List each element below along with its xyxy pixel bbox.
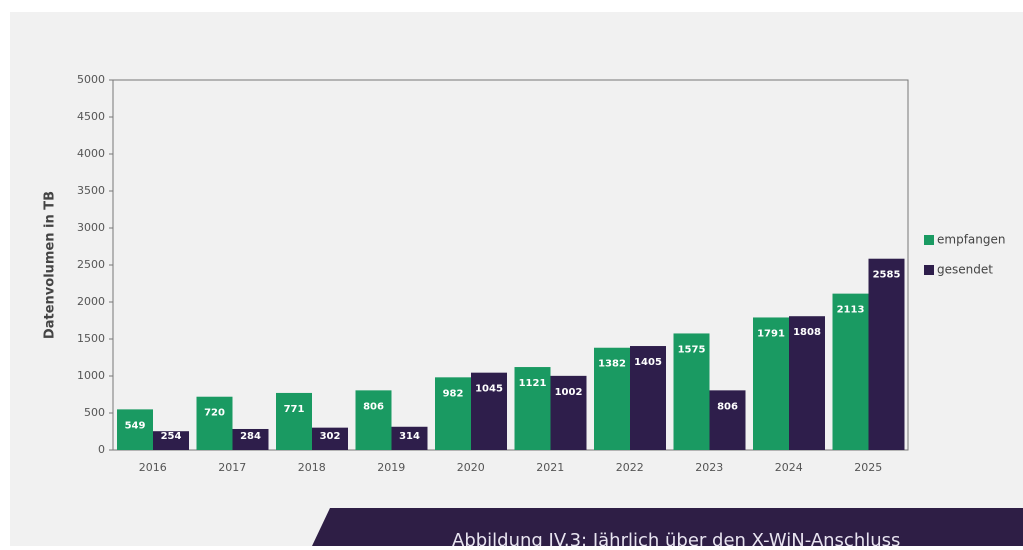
bar bbox=[514, 367, 551, 450]
value-label: 1405 bbox=[634, 357, 662, 368]
y-tick-label: 3500 bbox=[77, 184, 105, 197]
value-label: 549 bbox=[125, 420, 146, 431]
value-label: 1045 bbox=[475, 384, 503, 395]
value-label: 982 bbox=[443, 388, 464, 399]
bar bbox=[391, 426, 428, 450]
y-tick-label: 0 bbox=[98, 443, 105, 456]
bar bbox=[753, 317, 789, 450]
value-label: 1121 bbox=[519, 378, 547, 389]
bar bbox=[709, 390, 746, 450]
value-label: 302 bbox=[320, 431, 341, 442]
caption-banner bbox=[312, 508, 1023, 546]
x-tick-label: 2017 bbox=[218, 461, 246, 474]
x-tick-label: 2020 bbox=[457, 461, 485, 474]
value-label: 284 bbox=[240, 431, 261, 442]
bar bbox=[435, 377, 471, 450]
value-label: 771 bbox=[284, 404, 305, 415]
legend-label: gesendet bbox=[937, 263, 993, 277]
x-tick-label: 2023 bbox=[695, 461, 723, 474]
x-tick-label: 2022 bbox=[616, 461, 644, 474]
value-label: 806 bbox=[717, 401, 738, 412]
x-tick-label: 2019 bbox=[377, 461, 405, 474]
y-tick-label: 500 bbox=[84, 406, 105, 419]
legend-label: empfangen bbox=[937, 233, 1005, 247]
value-label: 314 bbox=[399, 431, 420, 442]
y-tick-label: 5000 bbox=[77, 73, 105, 86]
value-label: 2113 bbox=[837, 305, 865, 316]
bar bbox=[832, 293, 869, 450]
x-tick-label: 2025 bbox=[854, 461, 882, 474]
bar bbox=[355, 390, 392, 450]
y-tick-label: 1500 bbox=[77, 332, 105, 345]
y-axis-label: Datenvolumen in TB bbox=[43, 191, 58, 339]
bar bbox=[594, 347, 630, 450]
x-tick-label: 2018 bbox=[298, 461, 326, 474]
value-label: 1002 bbox=[555, 387, 583, 398]
value-label: 1791 bbox=[757, 328, 785, 339]
x-tick-label: 2016 bbox=[139, 461, 167, 474]
bar bbox=[196, 396, 233, 450]
value-label: 1382 bbox=[598, 359, 626, 370]
y-tick-label: 4500 bbox=[77, 110, 105, 123]
y-tick-label: 4000 bbox=[77, 147, 105, 160]
y-tick-label: 1000 bbox=[77, 369, 105, 382]
y-tick-label: 3000 bbox=[77, 221, 105, 234]
y-tick-label: 2500 bbox=[77, 258, 105, 271]
value-label: 1575 bbox=[678, 344, 706, 355]
bar bbox=[312, 427, 348, 450]
value-label: 720 bbox=[204, 408, 225, 419]
value-label: 806 bbox=[363, 401, 384, 412]
legend-swatch bbox=[924, 235, 934, 245]
bar bbox=[117, 409, 153, 450]
value-label: 1808 bbox=[793, 327, 821, 338]
bar bbox=[868, 258, 905, 450]
bar bbox=[789, 316, 825, 450]
legend-swatch bbox=[924, 265, 934, 275]
bar bbox=[232, 428, 269, 450]
caption: Abbildung IV.3: Jährlich über den X-WiN-… bbox=[452, 530, 900, 546]
value-label: 2585 bbox=[873, 270, 901, 281]
bar bbox=[471, 372, 507, 450]
x-tick-label: 2021 bbox=[536, 461, 564, 474]
panel bbox=[10, 12, 1023, 546]
bar bbox=[153, 431, 189, 450]
bar bbox=[673, 333, 710, 450]
x-tick-label: 2024 bbox=[775, 461, 803, 474]
bar bbox=[550, 375, 587, 450]
bar bbox=[276, 392, 312, 450]
value-label: 254 bbox=[161, 431, 182, 442]
y-tick-label: 2000 bbox=[77, 295, 105, 308]
bar bbox=[630, 346, 666, 450]
